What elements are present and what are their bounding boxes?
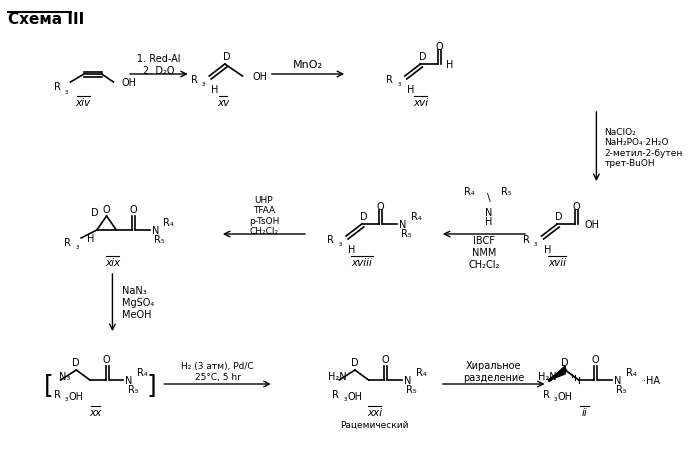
- Text: R₄: R₄: [415, 367, 426, 377]
- Text: OH: OH: [558, 391, 572, 401]
- Text: D: D: [223, 52, 231, 62]
- Text: R₄: R₄: [626, 367, 637, 377]
- Text: UHP
TFAA
p-TsOH
CH₂Cl₂: UHP TFAA p-TsOH CH₂Cl₂: [249, 195, 279, 235]
- Text: ii: ii: [582, 407, 588, 417]
- Text: O: O: [591, 354, 599, 364]
- Text: N: N: [485, 207, 493, 217]
- Text: N: N: [404, 375, 411, 385]
- Text: 1. Red-Al
2. D₂O: 1. Red-Al 2. D₂O: [137, 54, 180, 76]
- Text: R₅: R₅: [406, 384, 417, 394]
- Text: N₃: N₃: [59, 371, 70, 381]
- Text: D: D: [419, 52, 426, 62]
- Text: Схема III: Схема III: [8, 12, 84, 27]
- Text: xxi: xxi: [367, 407, 382, 417]
- Text: D: D: [561, 357, 569, 367]
- Text: Рацемический: Рацемический: [340, 419, 409, 428]
- Text: xix: xix: [105, 258, 120, 267]
- Polygon shape: [549, 366, 565, 380]
- Text: O: O: [377, 202, 384, 212]
- Text: R: R: [333, 389, 339, 399]
- Text: N: N: [152, 226, 159, 235]
- Text: ₃: ₃: [343, 394, 347, 403]
- Text: ·HA: ·HA: [643, 375, 661, 385]
- Text: ₃: ₃: [202, 79, 205, 88]
- Text: R: R: [328, 235, 334, 244]
- Text: H: H: [87, 234, 94, 244]
- Text: OH: OH: [584, 220, 600, 230]
- Text: O: O: [435, 42, 442, 52]
- Text: xv: xv: [217, 98, 229, 108]
- Text: xvii: xvii: [548, 258, 566, 267]
- Text: xiv: xiv: [75, 98, 91, 108]
- Text: N: N: [399, 220, 406, 230]
- Text: ₃: ₃: [534, 239, 538, 248]
- Text: R₄: R₄: [410, 212, 421, 221]
- Text: IBCF
NMM
CH₂Cl₂: IBCF NMM CH₂Cl₂: [468, 236, 500, 269]
- Text: R₅: R₅: [401, 229, 412, 239]
- Text: H: H: [446, 60, 453, 70]
- Text: R: R: [523, 235, 530, 244]
- Text: R₄: R₄: [164, 217, 174, 227]
- Text: R₅: R₅: [128, 384, 138, 394]
- Text: ₃: ₃: [397, 79, 401, 88]
- Text: D: D: [556, 212, 563, 221]
- Text: R₅: R₅: [154, 235, 165, 244]
- Text: R: R: [54, 82, 61, 92]
- Text: O: O: [103, 354, 110, 364]
- Text: OH: OH: [252, 72, 267, 82]
- Text: H: H: [407, 85, 415, 95]
- Text: N: N: [614, 375, 621, 385]
- Text: R₄: R₄: [137, 367, 147, 377]
- Text: xvi: xvi: [413, 98, 428, 108]
- Text: ₃: ₃: [338, 239, 342, 248]
- Text: D: D: [360, 212, 368, 221]
- Text: O: O: [572, 202, 579, 212]
- Text: O: O: [129, 205, 137, 215]
- Text: xx: xx: [89, 407, 102, 417]
- Text: H₂N: H₂N: [538, 371, 556, 381]
- Text: R: R: [64, 238, 71, 248]
- Text: H: H: [348, 244, 356, 254]
- Text: D: D: [91, 207, 99, 217]
- Text: Хиральное
разделение: Хиральное разделение: [463, 360, 524, 382]
- Text: NaN₃
MgSO₄
MeOH: NaN₃ MgSO₄ MeOH: [122, 286, 154, 319]
- Text: H: H: [485, 216, 493, 226]
- Text: ₃: ₃: [554, 394, 557, 403]
- Text: MnO₂: MnO₂: [293, 60, 323, 70]
- Text: H: H: [211, 85, 219, 95]
- Text: R: R: [191, 75, 198, 85]
- Text: R: R: [54, 389, 61, 399]
- Text: R₄: R₄: [464, 187, 475, 197]
- Text: NaClO₂
NaH₂PO₄·2H₂O
2-метил-2-бутен
трет-BuOH: NaClO₂ NaH₂PO₄·2H₂O 2-метил-2-бутен трет…: [604, 128, 683, 168]
- Text: \: \: [487, 193, 491, 202]
- Text: OH: OH: [69, 391, 84, 401]
- Text: xviii: xviii: [352, 258, 372, 267]
- Text: O: O: [382, 354, 389, 364]
- Text: R₅: R₅: [501, 187, 512, 197]
- Text: H₂ (3 атм), Pd/C
25°C, 5 hr: H₂ (3 атм), Pd/C 25°C, 5 hr: [181, 362, 254, 381]
- Text: H₂N: H₂N: [328, 371, 346, 381]
- Text: D: D: [351, 357, 359, 367]
- Text: D: D: [73, 357, 80, 367]
- Text: [: [: [44, 372, 54, 396]
- Text: ₃: ₃: [75, 242, 79, 251]
- Text: O: O: [103, 205, 110, 215]
- Text: R₅: R₅: [617, 384, 627, 394]
- Text: H: H: [544, 244, 552, 254]
- Text: OH: OH: [347, 391, 362, 401]
- Text: ₃: ₃: [65, 86, 68, 95]
- Text: ₃: ₃: [65, 394, 68, 403]
- Text: OH: OH: [121, 78, 136, 88]
- Text: R: R: [542, 389, 549, 399]
- Text: N: N: [125, 375, 133, 385]
- Text: R: R: [386, 75, 393, 85]
- Text: ]: ]: [147, 372, 157, 396]
